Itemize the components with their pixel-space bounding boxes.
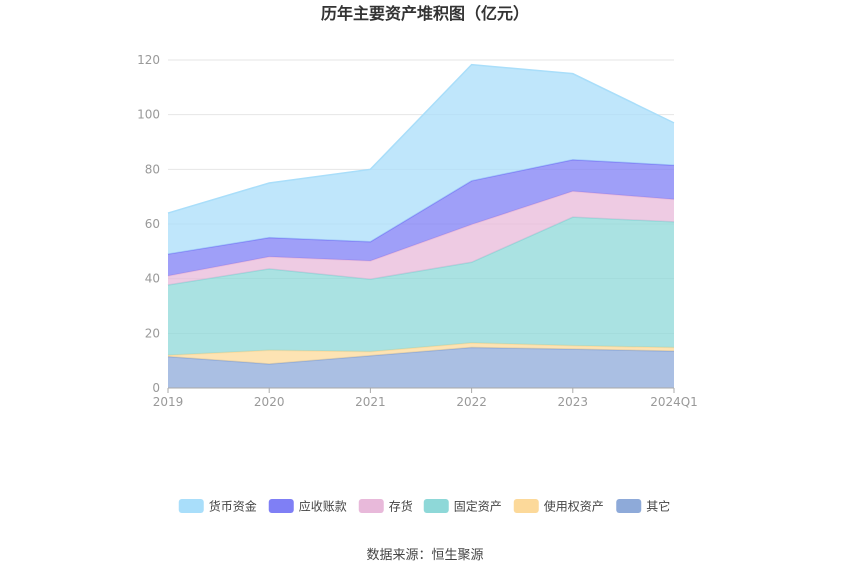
series-line	[167, 63, 675, 214]
y-tick-label: 0	[152, 381, 160, 395]
legend-label: 存货	[389, 499, 413, 514]
series-line	[167, 346, 675, 365]
legend-label: 货币资金	[209, 499, 257, 514]
legend-swatch	[616, 499, 642, 513]
area-series[interactable]	[168, 347, 674, 388]
legend: 货币资金 应收账款 存货 固定资产 使用权资产 其它	[178, 499, 670, 514]
legend-item[interactable]: 固定资产	[423, 499, 502, 514]
axis-layer: 0 20 40 60 80 100 120 2019 2020 2021 2022 2023 2024Q…	[137, 53, 698, 409]
legend-label: 固定资产	[454, 499, 502, 514]
legend-item[interactable]: 其它	[616, 499, 670, 514]
legend-label: 应收账款	[299, 499, 347, 514]
y-tick-label: 120	[137, 53, 160, 67]
x-tick-label: 2023	[558, 395, 589, 409]
legend-swatch	[178, 499, 204, 513]
y-tick-label: 60	[145, 217, 160, 231]
legend-swatch	[268, 499, 294, 513]
legend-swatch	[358, 499, 384, 513]
legend-swatch	[423, 499, 449, 513]
area-series[interactable]	[168, 217, 674, 356]
area-series[interactable]	[168, 159, 674, 276]
x-tick-label: 2019	[153, 395, 184, 409]
area-series[interactable]	[168, 191, 674, 285]
data-source-note: 数据来源：恒生聚源	[366, 548, 483, 563]
legend-item[interactable]: 应收账款	[268, 499, 347, 514]
area-layer	[167, 63, 675, 388]
x-tick-label: 2024Q1	[650, 395, 698, 409]
legend-label: 使用权资产	[544, 499, 604, 514]
legend-item[interactable]: 使用权资产	[513, 499, 604, 514]
x-tick-label: 2022	[456, 395, 487, 409]
x-tick-label: 2020	[254, 395, 285, 409]
area-series[interactable]	[168, 64, 674, 255]
y-tick-label: 20	[145, 326, 160, 340]
legend-swatch	[513, 499, 539, 513]
chart-title: 历年主要资产堆积图（亿元）	[321, 4, 529, 23]
area-series[interactable]	[168, 342, 674, 364]
legend-label: 其它	[646, 499, 670, 514]
y-tick-label: 100	[137, 108, 160, 122]
y-tick-label: 40	[145, 272, 160, 286]
legend-item[interactable]: 存货	[358, 499, 413, 514]
y-tick-label: 80	[145, 162, 160, 176]
legend-item[interactable]: 货币资金	[178, 499, 257, 514]
x-tick-label: 2021	[355, 395, 386, 409]
